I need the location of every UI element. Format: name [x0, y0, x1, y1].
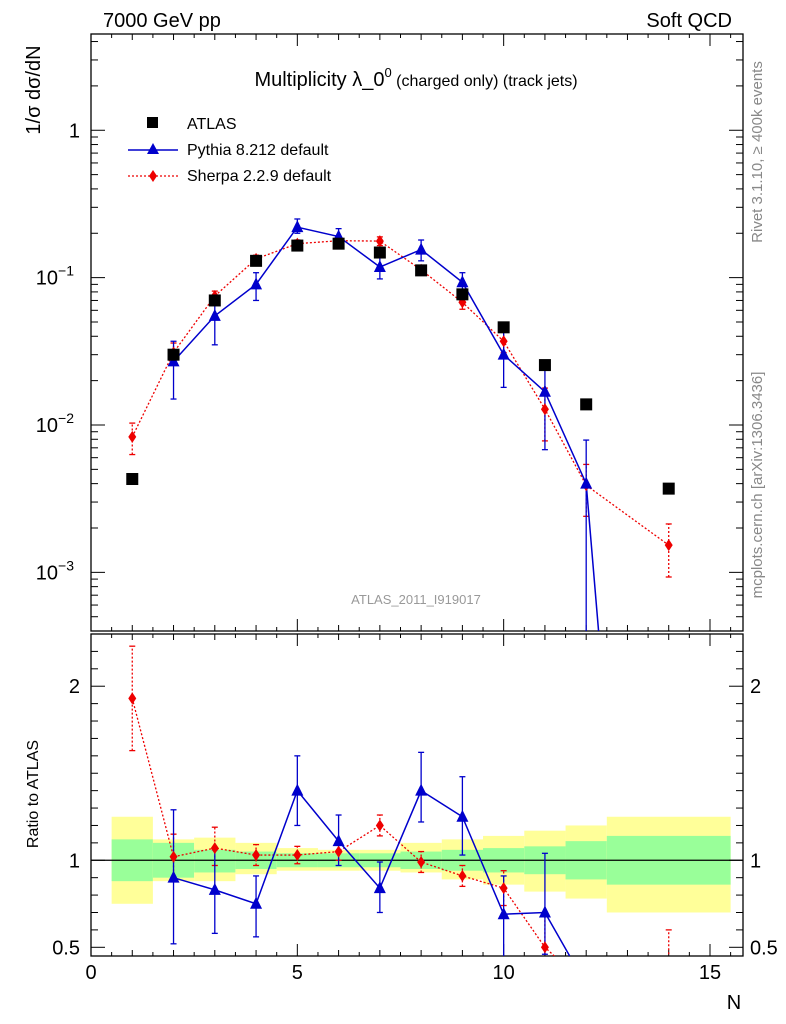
atlas-point: [126, 473, 139, 486]
title-suffix: (charged only) (track jets): [392, 73, 578, 90]
atlas-point: [538, 359, 551, 372]
ratio-bands: [91, 816, 743, 913]
ratio-sherpa-point: [334, 845, 343, 858]
legend-sherpa-marker: [149, 170, 157, 182]
legend: ATLAS Pythia 8.212 default Sherpa 2.2.9 …: [128, 116, 332, 185]
ratio-sherpa-point: [293, 849, 302, 862]
ratio-pythia-point: [332, 834, 345, 847]
ratio-y-tick-label: 0.5: [52, 937, 80, 959]
ratio-plot-area: [128, 645, 673, 992]
rivet-label: Rivet 3.1.10, ≥ 400k events: [749, 61, 766, 243]
sherpa-point: [540, 403, 549, 416]
axes: [90, 33, 744, 957]
x-tick-label: 0: [85, 962, 96, 984]
header-right: Soft QCD: [646, 10, 732, 32]
ratio-sherpa-point: [252, 849, 261, 862]
atlas-point: [291, 239, 304, 252]
pythia-point: [580, 476, 593, 489]
pythia-point: [291, 220, 304, 233]
atlas-point: [250, 254, 263, 267]
title-sup: 0: [384, 65, 391, 80]
x-tick-label: 10: [493, 962, 515, 984]
ratio-pythia-point: [415, 783, 428, 796]
ratio-pythia-point: [167, 870, 180, 883]
ratio-pythia-point: [538, 905, 551, 918]
sherpa-point: [375, 235, 384, 248]
atlas-point: [415, 264, 428, 277]
ratio-pythia-point: [497, 907, 510, 920]
x-axis-label: N: [727, 992, 741, 1014]
ratio-pythia-point: [250, 896, 263, 909]
ratio-y-tick-label-right: 1: [750, 850, 761, 872]
atlas-point: [456, 288, 469, 301]
sherpa-point: [128, 430, 137, 443]
pythia-point: [208, 308, 221, 321]
x-tick-label: 5: [292, 962, 303, 984]
ratio-y-tick-label: 1: [69, 850, 80, 872]
ratio-y-tick-label-right: 0.5: [750, 937, 778, 959]
pythia-point: [250, 277, 263, 290]
sherpa-point: [499, 335, 508, 348]
sherpa-point: [664, 539, 673, 552]
pythia-line: [172, 226, 600, 631]
y-tick-label: 10−1: [36, 263, 74, 290]
analysis-id: ATLAS_2011_I919017: [351, 592, 481, 607]
header-left: 7000 GeV pp: [103, 10, 221, 32]
ratio-sherpa-point: [582, 980, 590, 992]
title-main: Multiplicity λ_0: [254, 69, 384, 91]
x-tick-label: 15: [699, 962, 721, 984]
pythia-point: [538, 384, 551, 397]
pythia-point: [456, 275, 469, 288]
atlas-point: [373, 246, 386, 259]
legend-pythia-marker: [147, 143, 159, 154]
y-tick-label: 10−3: [36, 557, 74, 584]
atlas-point: [580, 398, 593, 411]
atlas-point: [497, 321, 510, 334]
ratio-sherpa-point: [417, 856, 426, 869]
atlas-point: [208, 294, 221, 307]
ratio-sherpa-point: [665, 967, 673, 979]
y-tick-label: 1: [69, 120, 80, 142]
ratio-y-tick-label-right: 2: [750, 676, 761, 698]
pythia-point: [373, 260, 386, 273]
ratio-y-tick-label: 2: [69, 676, 80, 698]
legend-pythia-label: Pythia 8.212 default: [187, 142, 329, 159]
source-label: mcplots.cern.ch [arXiv:1306.3436]: [749, 372, 766, 599]
main-plot-area: [126, 218, 675, 631]
atlas-point: [332, 237, 345, 250]
atlas-point: [167, 348, 180, 361]
ratio-sherpa-point: [169, 850, 178, 863]
main-ylabel: 1/σ dσ/dN: [23, 45, 45, 134]
y-tick-label: 10−2: [36, 410, 74, 437]
legend-atlas-marker: [147, 117, 158, 128]
pythia-point: [415, 242, 428, 255]
ratio-pythia-point: [456, 809, 469, 822]
ratio-sherpa-point: [210, 842, 219, 855]
atlas-point: [662, 482, 675, 495]
ratio-ylabel: Ratio to ATLAS: [25, 740, 42, 848]
tick-labels: 0 5 10 15 10−3 10−2 10−1 1 0.5 0.5 1 1 2 2: [36, 120, 778, 984]
main-frame: [90, 33, 744, 632]
ratio-pythia-point: [208, 882, 221, 895]
ratio-pythia-point: [291, 783, 304, 796]
legend-sherpa-label: Sherpa 2.2.9 default: [187, 168, 332, 185]
ratio-sherpa-point: [128, 692, 137, 705]
ratio-sherpa-point: [458, 869, 467, 882]
ratio-sherpa-point: [540, 941, 549, 954]
legend-atlas-label: ATLAS: [187, 116, 237, 133]
ratio-frame: [90, 633, 744, 957]
ratio-pythia-point: [373, 881, 386, 894]
main-title: Multiplicity λ_00 (charged only) (track …: [254, 65, 577, 91]
ratio-sherpa-point: [499, 882, 508, 895]
ratio-sherpa-point: [375, 819, 384, 832]
pythia-point: [497, 347, 510, 360]
